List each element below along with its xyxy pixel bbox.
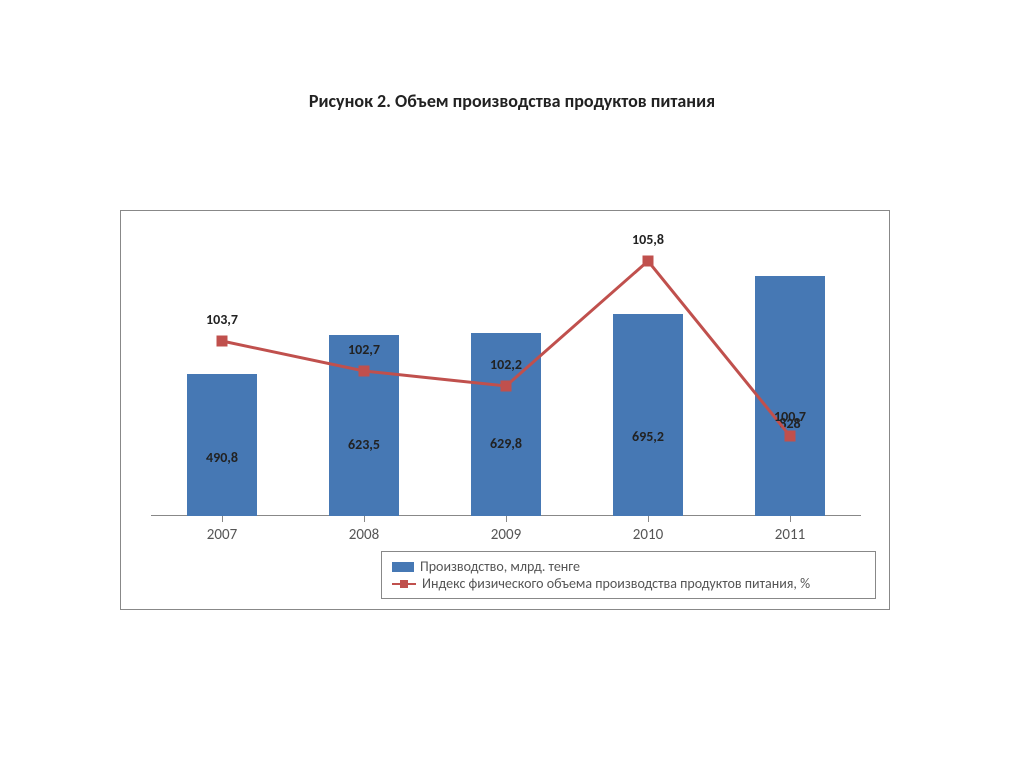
line-value-label: 103,7: [192, 311, 252, 328]
line-marker: [785, 431, 796, 442]
legend-label: Производство, млрд. тенге: [420, 558, 580, 575]
x-tick-label: 2009: [466, 526, 546, 544]
x-tick-label: 2007: [182, 526, 262, 544]
legend-item: Производство, млрд. тенге: [392, 558, 865, 575]
x-tick-label: 2008: [324, 526, 404, 544]
page: { "title": { "text": "Рисунок 2. Объем п…: [0, 0, 1024, 767]
line-value-label: 100,7: [760, 408, 820, 425]
legend-swatch-bar-icon: [392, 562, 414, 572]
plot-area: 490,8623,5629,8695,2828103,7102,7102,210…: [151, 226, 861, 516]
legend: Производство, млрд. тенгеИндекс физическ…: [381, 551, 876, 599]
line-marker: [359, 366, 370, 377]
line-marker: [217, 336, 228, 347]
x-tick: [222, 516, 223, 522]
line-value-label: 105,8: [618, 231, 678, 248]
line-marker: [501, 381, 512, 392]
chart-title: Рисунок 2. Объем производства продуктов …: [0, 90, 1024, 112]
chart-frame: 490,8623,5629,8695,2828103,7102,7102,210…: [120, 210, 890, 610]
x-tick: [364, 516, 365, 522]
legend-swatch-line-icon: [392, 578, 416, 590]
x-tick: [506, 516, 507, 522]
x-tick: [648, 516, 649, 522]
x-tick-label: 2010: [608, 526, 688, 544]
x-tick: [790, 516, 791, 522]
line-value-label: 102,7: [334, 341, 394, 358]
legend-item: Индекс физического объема производства п…: [392, 575, 865, 592]
line-value-label: 102,2: [476, 356, 536, 373]
line-marker: [643, 256, 654, 267]
legend-label: Индекс физического объема производства п…: [422, 575, 810, 592]
x-tick-label: 2011: [750, 526, 830, 544]
